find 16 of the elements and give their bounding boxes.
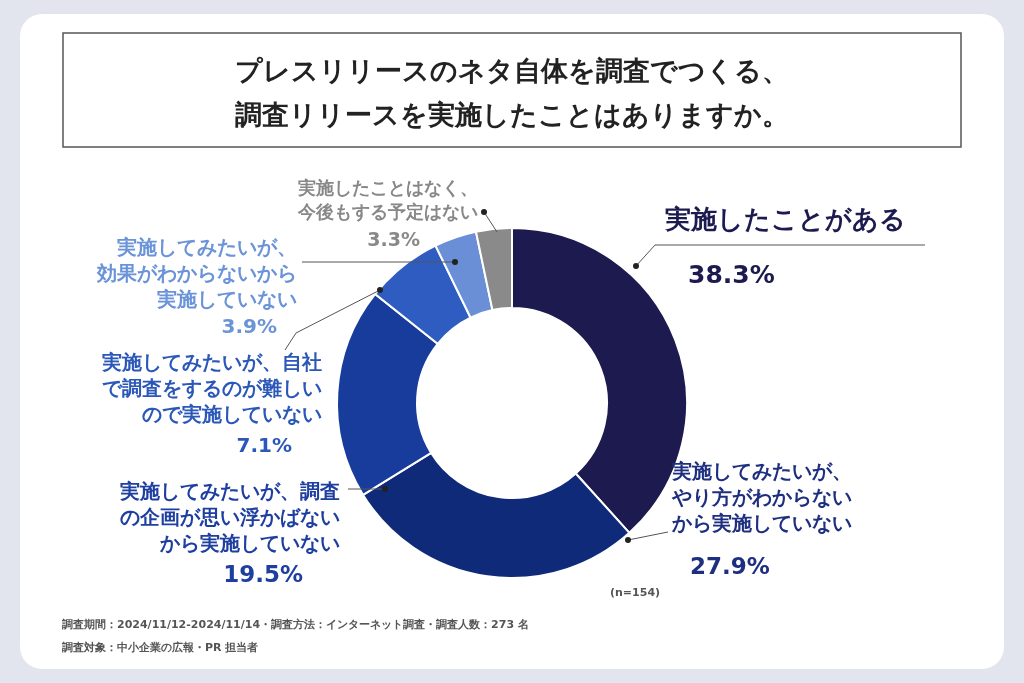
slice-label: 実施したことがある — [664, 204, 906, 234]
data-label: 7.1% — [236, 433, 292, 457]
data-label: 19.5% — [223, 561, 303, 587]
data-label: 3.9% — [221, 314, 277, 338]
data-label: 27.9% — [690, 553, 770, 579]
slice-label: 実施してみたいが、調査の企画が思い浮かばないから実施していない — [119, 479, 340, 555]
text: 調査対象：中小企業の広報・PR 担当者 — [62, 641, 259, 654]
chart-title: プレスリリースのネタ自体を調査でつくる、調査リリースを実施したことはありますか。 — [235, 55, 789, 130]
slice-label: 実施してみたいが、効果がわからないから実施していない — [96, 235, 297, 311]
text: 調査期間：2024/11/12-2024/11/14・調査方法：インターネット調査・調査人数：273 名 — [62, 618, 529, 631]
slice-label: 実施したことはなく、今後もする予定はない — [297, 177, 478, 222]
data-label: 3.3% — [367, 228, 420, 250]
text: (n=154) — [610, 586, 661, 599]
data-label: 38.3% — [688, 260, 775, 289]
slice-label: 実施してみたいが、やり方がわからないから実施していない — [671, 459, 852, 535]
slice-label: 実施してみたいが、自社で調査をするのが難しいので実施していない — [101, 350, 322, 426]
